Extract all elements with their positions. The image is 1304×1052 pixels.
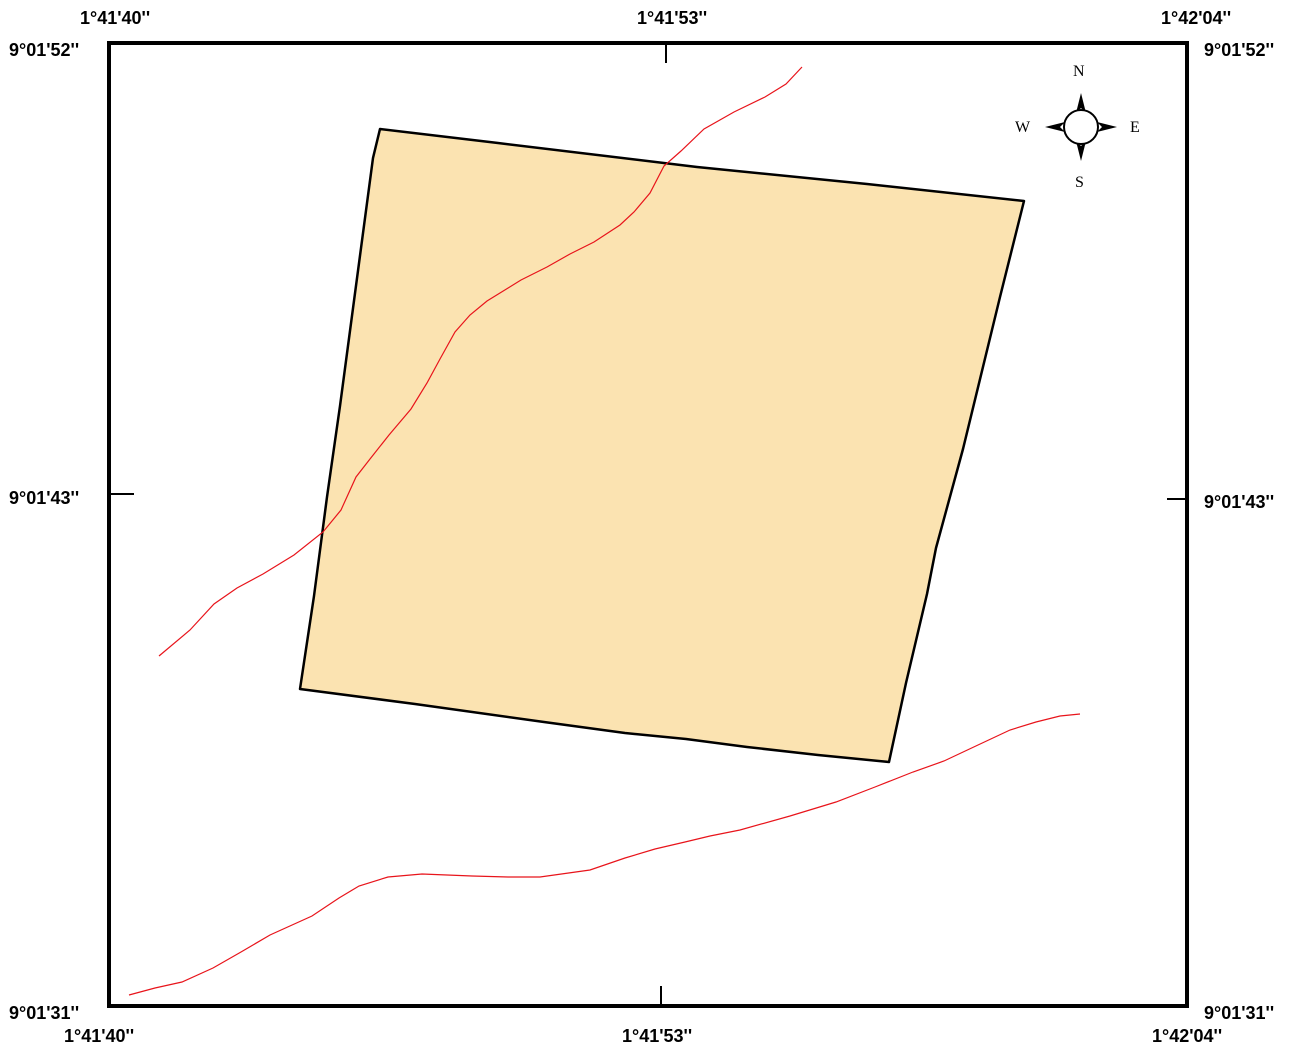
compass-west-label: W <box>1015 119 1031 136</box>
coord-left-middle-lat: 9°01'43'' <box>9 488 80 508</box>
coord-top-right-lon: 1°42'04'' <box>1161 8 1232 28</box>
coord-right-middle-lat: 9°01'43'' <box>1204 492 1275 512</box>
coord-top-left-lon: 1°41'40'' <box>80 8 151 28</box>
compass-east-label: E <box>1130 119 1140 136</box>
compass-south-label: S <box>1075 174 1084 191</box>
coord-bottom-right-lon: 1°42'04'' <box>1152 1026 1223 1046</box>
road-upper <box>158 66 803 657</box>
coord-bottom-center-lon: 1°41'53'' <box>622 1026 693 1046</box>
coord-left-bottom-lat: 9°01'31'' <box>9 1003 80 1023</box>
road-lower <box>128 713 1081 996</box>
coord-bottom-left-lon: 1°41'40'' <box>64 1026 135 1046</box>
compass-north-label: N <box>1073 63 1085 80</box>
coord-right-bottom-lat: 9°01'31'' <box>1204 1003 1275 1023</box>
compass-rose-icon <box>1045 93 1117 161</box>
coord-left-top-lat: 9°01'52'' <box>9 40 80 60</box>
coord-top-center-lon: 1°41'53'' <box>637 8 708 28</box>
coord-right-top-lat: 9°01'52'' <box>1204 40 1275 60</box>
study-area-parcel <box>298 127 1026 764</box>
